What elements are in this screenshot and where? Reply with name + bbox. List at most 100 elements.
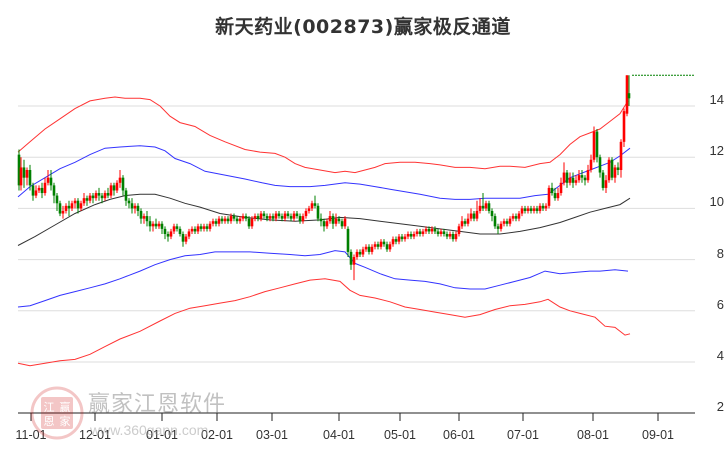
candle — [205, 226, 209, 229]
y-tick-label: 6 — [716, 296, 724, 312]
svg-text:家: 家 — [60, 414, 71, 428]
candle — [85, 198, 89, 201]
x-tick-label: 06-01 — [443, 428, 475, 442]
x-tick-label: 01-01 — [146, 428, 178, 442]
candle — [607, 159, 611, 181]
candle — [232, 216, 236, 219]
candle — [304, 210, 308, 217]
watermark-url: www.360gann.com — [90, 422, 209, 438]
candle — [67, 205, 71, 209]
candle — [496, 226, 500, 229]
candle — [508, 218, 512, 224]
x-tick-label: 02-01 — [201, 428, 233, 442]
candle — [181, 234, 185, 242]
candle — [295, 213, 299, 217]
candle — [97, 193, 101, 196]
candle — [121, 177, 125, 191]
candle — [199, 226, 203, 229]
candle — [301, 216, 305, 222]
candle — [367, 246, 371, 252]
candle — [118, 177, 122, 183]
candle — [622, 111, 626, 142]
lower-outer-band-line — [17, 278, 631, 367]
candle — [22, 167, 26, 178]
candle — [379, 241, 383, 247]
candle — [568, 177, 572, 183]
candle — [388, 244, 392, 250]
candle — [421, 231, 425, 234]
svg-text:恩: 恩 — [44, 415, 55, 428]
candle — [406, 234, 410, 237]
candle — [580, 175, 584, 178]
watermark-brand: 赢家江恩软件 — [88, 392, 227, 417]
y-tick-label: 2 — [716, 399, 724, 415]
candle — [397, 236, 401, 242]
candle — [553, 193, 557, 199]
candle — [79, 203, 83, 209]
candle — [358, 251, 362, 255]
candle — [214, 221, 218, 224]
upper-outer-band-line — [17, 96, 629, 174]
candles — [17, 75, 631, 281]
candle — [463, 221, 467, 224]
y-tick-label: 8 — [716, 245, 724, 261]
y-tick-label: 4 — [716, 348, 724, 363]
candle — [17, 154, 21, 186]
candle — [385, 244, 389, 250]
candle — [253, 216, 257, 219]
candle — [127, 200, 131, 204]
candle — [373, 244, 377, 247]
candle — [235, 218, 239, 222]
candle — [265, 216, 269, 219]
candle — [523, 208, 527, 211]
candle — [412, 234, 416, 237]
candle — [139, 210, 143, 219]
candle — [184, 236, 188, 242]
candle — [271, 216, 275, 219]
candle — [268, 216, 272, 219]
candle — [627, 93, 631, 99]
candle — [262, 213, 266, 217]
channel-lines — [17, 74, 695, 367]
candle — [178, 228, 182, 234]
candle — [484, 203, 488, 209]
candle — [310, 203, 314, 209]
candle — [40, 187, 44, 194]
candle — [349, 251, 353, 265]
candle — [283, 213, 287, 219]
candle — [505, 221, 509, 224]
candle — [466, 218, 470, 224]
candle — [106, 193, 110, 196]
candle — [625, 75, 629, 114]
x-tick-label: 03-01 — [256, 428, 288, 442]
candle — [73, 200, 77, 204]
candle — [175, 226, 179, 229]
candle — [499, 223, 503, 229]
candle — [556, 193, 560, 199]
candle — [34, 190, 38, 196]
candle — [574, 180, 578, 183]
candle — [616, 167, 620, 170]
candle — [223, 218, 227, 222]
candle — [211, 221, 215, 224]
candle — [571, 177, 575, 183]
candle — [460, 221, 464, 227]
candle — [403, 236, 407, 240]
candle — [583, 177, 587, 181]
x-tick-label: 09-01 — [642, 428, 674, 442]
lower-inner-band-line — [17, 250, 629, 308]
candle — [328, 216, 332, 222]
candle — [478, 205, 482, 211]
candle — [160, 223, 164, 229]
candle — [589, 159, 593, 170]
candle — [433, 228, 437, 232]
candle — [472, 213, 476, 219]
candle — [319, 218, 323, 222]
candle — [316, 205, 320, 219]
candle — [370, 246, 374, 252]
candle — [31, 185, 35, 196]
candle — [82, 198, 86, 204]
candle — [604, 180, 608, 188]
candle — [538, 205, 542, 211]
